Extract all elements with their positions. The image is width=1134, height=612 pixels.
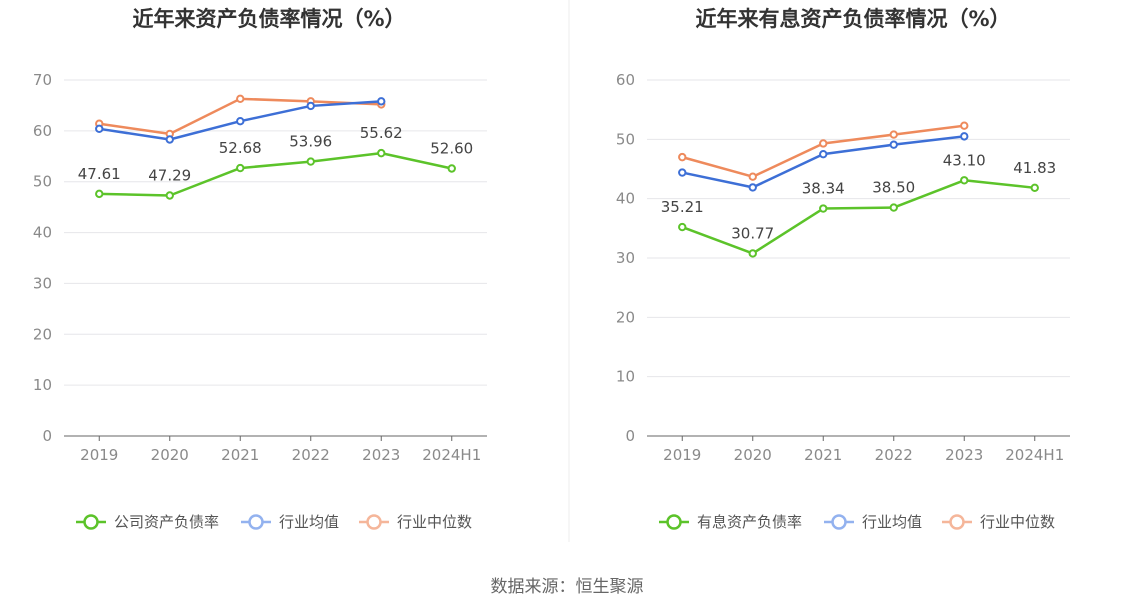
y-tick-label: 10	[33, 376, 52, 394]
series-line-0	[681, 179, 1035, 255]
data-point[interactable]	[748, 249, 757, 258]
y-tick-label: 60	[33, 122, 52, 140]
data-point[interactable]	[377, 148, 386, 158]
legend-marker[interactable]	[248, 514, 264, 530]
data-point[interactable]	[447, 164, 456, 173]
data-label: 47.61	[78, 165, 121, 183]
x-tick-label: 2023	[945, 446, 983, 464]
data-label: 52.68	[219, 139, 262, 157]
data-label: 52.60	[430, 139, 473, 157]
legend-marker[interactable]	[366, 514, 382, 530]
data-point[interactable]	[889, 140, 898, 149]
legend-label[interactable]: 行业中位数	[980, 513, 1055, 531]
series-line-0	[99, 151, 453, 197]
x-tick-label: 2019	[663, 446, 701, 464]
legend-label[interactable]: 行业均值	[279, 513, 339, 531]
data-point[interactable]	[95, 124, 104, 134]
y-tick-label: 0	[625, 427, 635, 445]
data-label: 35.21	[661, 198, 704, 216]
legend-marker[interactable]	[949, 514, 965, 530]
chart-title-1: 近年来有息资产负债率情况（%）	[695, 7, 1010, 31]
x-tick-label: 2021	[221, 446, 259, 464]
x-tick-label: 2019	[80, 446, 118, 464]
data-point[interactable]	[889, 203, 898, 212]
data-point[interactable]	[678, 168, 687, 177]
data-point[interactable]	[165, 191, 174, 200]
x-tick-label: 2020	[734, 446, 772, 464]
y-tick-label: 20	[33, 325, 52, 343]
y-tick-label: 50	[33, 173, 52, 191]
data-point[interactable]	[960, 132, 969, 141]
data-point[interactable]	[165, 135, 174, 144]
x-tick-label: 2024H1	[422, 446, 481, 464]
data-point[interactable]	[306, 157, 315, 166]
data-point[interactable]	[236, 163, 245, 173]
data-label: 47.29	[148, 166, 191, 184]
data-label: 38.50	[872, 179, 915, 197]
data-label: 43.10	[943, 151, 986, 169]
data-point[interactable]	[1030, 183, 1039, 193]
data-point[interactable]	[236, 94, 245, 104]
y-tick-label: 20	[616, 308, 635, 326]
data-point[interactable]	[748, 172, 757, 181]
data-point[interactable]	[819, 149, 828, 159]
y-tick-label: 10	[616, 368, 635, 386]
y-tick-label: 70	[33, 71, 52, 89]
data-point[interactable]	[960, 121, 969, 130]
data-point[interactable]	[236, 116, 245, 126]
data-label: 55.62	[360, 124, 403, 142]
legend-marker[interactable]	[831, 514, 847, 530]
legend-label[interactable]: 有息资产负债率	[697, 513, 802, 531]
data-point[interactable]	[960, 176, 969, 185]
data-point[interactable]	[748, 183, 757, 192]
data-label: 41.83	[1013, 159, 1056, 177]
chart-title-0: 近年来资产负债率情况（%）	[132, 7, 405, 31]
data-point[interactable]	[377, 97, 386, 106]
data-point[interactable]	[678, 222, 687, 232]
data-source: 数据来源：恒生聚源	[491, 577, 644, 597]
legend-marker[interactable]	[666, 514, 682, 530]
legend-marker[interactable]	[83, 514, 99, 530]
data-label: 53.96	[289, 133, 332, 151]
data-label: 38.34	[802, 180, 845, 198]
x-tick-label: 2021	[804, 446, 842, 464]
data-point[interactable]	[819, 139, 828, 148]
legend-label[interactable]: 行业中位数	[397, 513, 472, 531]
legend-label[interactable]: 行业均值	[862, 513, 922, 531]
y-tick-label: 40	[33, 224, 52, 242]
data-point[interactable]	[819, 204, 828, 213]
y-tick-label: 0	[42, 427, 52, 445]
x-tick-label: 2022	[875, 446, 913, 464]
data-point[interactable]	[678, 152, 687, 162]
x-tick-label: 2020	[151, 446, 189, 464]
legend-label[interactable]: 公司资产负债率	[114, 513, 219, 531]
data-point[interactable]	[889, 130, 898, 139]
x-tick-label: 2024H1	[1005, 446, 1064, 464]
y-tick-label: 30	[33, 274, 52, 292]
y-tick-label: 30	[616, 249, 635, 267]
data-point[interactable]	[306, 101, 315, 111]
data-point[interactable]	[95, 189, 104, 199]
y-tick-label: 40	[616, 190, 635, 208]
y-tick-label: 60	[616, 71, 635, 89]
data-label: 30.77	[731, 224, 774, 242]
x-tick-label: 2022	[292, 446, 330, 464]
y-tick-label: 50	[616, 130, 635, 148]
x-tick-label: 2023	[362, 446, 400, 464]
